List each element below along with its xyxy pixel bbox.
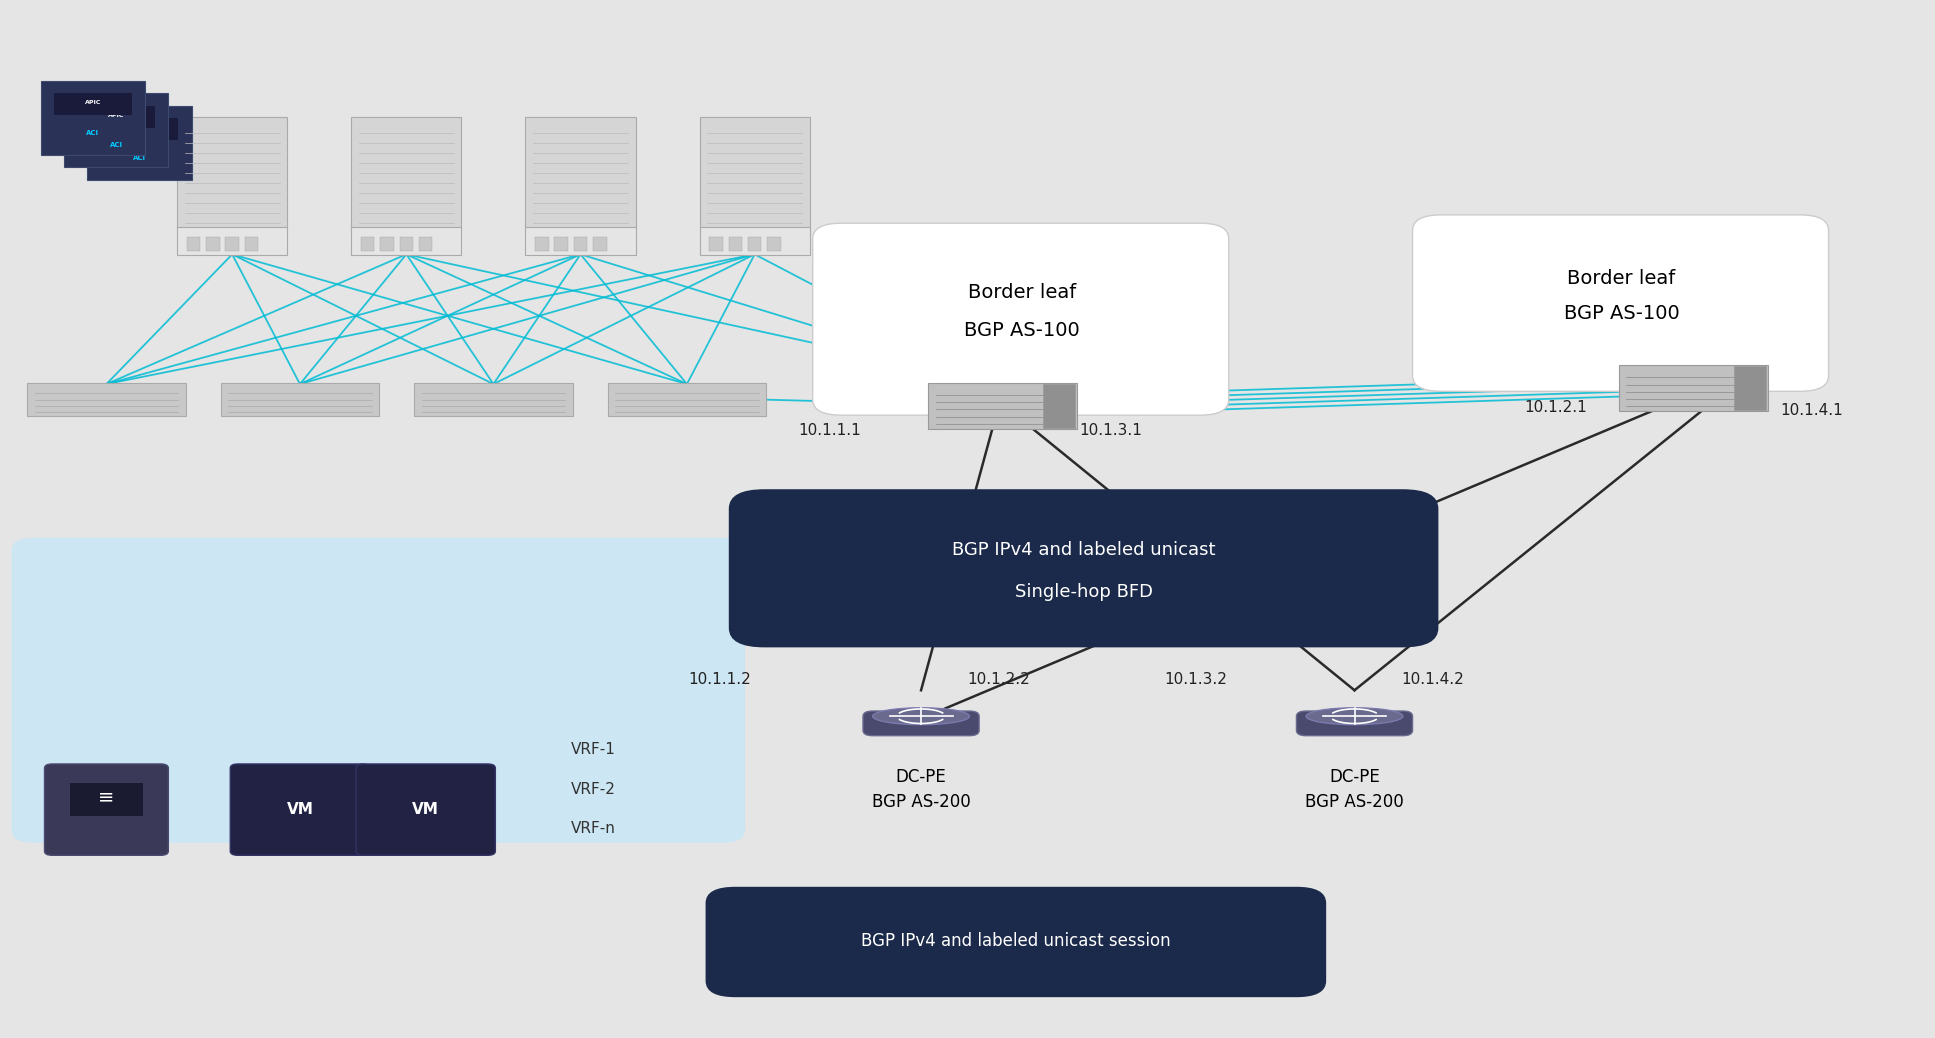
Text: 10.1.3.1: 10.1.3.1 [1080, 424, 1142, 438]
Text: ACI: ACI [134, 155, 145, 161]
Text: ≡: ≡ [99, 788, 114, 807]
FancyBboxPatch shape [420, 237, 433, 251]
FancyBboxPatch shape [352, 227, 462, 255]
FancyBboxPatch shape [244, 237, 259, 251]
FancyBboxPatch shape [178, 227, 286, 255]
FancyBboxPatch shape [813, 223, 1229, 415]
Text: BGP AS-100: BGP AS-100 [1563, 304, 1680, 323]
FancyBboxPatch shape [1296, 711, 1413, 736]
Text: DC-PE
BGP AS-200: DC-PE BGP AS-200 [1304, 768, 1405, 811]
FancyBboxPatch shape [356, 764, 495, 855]
FancyBboxPatch shape [534, 237, 550, 251]
FancyBboxPatch shape [700, 116, 809, 229]
FancyBboxPatch shape [77, 106, 155, 128]
FancyBboxPatch shape [101, 118, 178, 140]
Text: Border leaf: Border leaf [1567, 269, 1676, 288]
FancyBboxPatch shape [747, 237, 762, 251]
Text: BGP IPv4 and labeled unicast: BGP IPv4 and labeled unicast [952, 541, 1215, 559]
Ellipse shape [1306, 708, 1403, 725]
Text: 10.1.4.2: 10.1.4.2 [1401, 673, 1463, 687]
FancyBboxPatch shape [594, 237, 608, 251]
FancyBboxPatch shape [12, 538, 745, 843]
Text: APIC: APIC [132, 126, 147, 131]
FancyBboxPatch shape [401, 237, 414, 251]
FancyBboxPatch shape [205, 237, 221, 251]
FancyBboxPatch shape [221, 383, 379, 416]
FancyBboxPatch shape [706, 887, 1325, 996]
Text: BGP AS-100: BGP AS-100 [964, 321, 1080, 339]
FancyBboxPatch shape [178, 116, 286, 229]
FancyBboxPatch shape [70, 783, 143, 816]
Text: Border leaf: Border leaf [968, 283, 1076, 302]
FancyBboxPatch shape [700, 227, 809, 255]
Text: BGP IPv4 and labeled unicast session: BGP IPv4 and labeled unicast session [861, 932, 1171, 951]
FancyBboxPatch shape [710, 237, 724, 251]
FancyBboxPatch shape [186, 237, 201, 251]
Text: 10.1.3.2: 10.1.3.2 [1165, 673, 1227, 687]
Text: VRF-n: VRF-n [571, 821, 615, 836]
Text: ACI: ACI [110, 142, 122, 148]
Text: VRF-2: VRF-2 [571, 782, 615, 796]
Text: ACI: ACI [87, 130, 99, 136]
Text: VRF-1: VRF-1 [571, 742, 615, 757]
FancyBboxPatch shape [524, 116, 635, 229]
Text: VM: VM [286, 802, 313, 817]
FancyBboxPatch shape [352, 116, 462, 229]
FancyBboxPatch shape [608, 383, 766, 416]
Text: 10.1.4.1: 10.1.4.1 [1780, 404, 1842, 418]
FancyBboxPatch shape [414, 383, 573, 416]
Text: APIC: APIC [108, 113, 124, 118]
FancyBboxPatch shape [381, 237, 395, 251]
FancyBboxPatch shape [524, 227, 635, 255]
FancyBboxPatch shape [54, 93, 132, 115]
Text: VM: VM [412, 802, 439, 817]
Text: DC-PE
BGP AS-200: DC-PE BGP AS-200 [871, 768, 971, 811]
FancyBboxPatch shape [929, 383, 1076, 429]
FancyBboxPatch shape [230, 764, 370, 855]
FancyBboxPatch shape [27, 383, 186, 416]
Text: 10.1.2.1: 10.1.2.1 [1525, 401, 1587, 415]
FancyBboxPatch shape [1043, 384, 1076, 428]
FancyBboxPatch shape [863, 711, 979, 736]
FancyBboxPatch shape [553, 237, 569, 251]
Text: 10.1.2.2: 10.1.2.2 [968, 673, 1029, 687]
FancyBboxPatch shape [1413, 215, 1829, 391]
FancyBboxPatch shape [575, 237, 588, 251]
FancyBboxPatch shape [224, 237, 240, 251]
FancyBboxPatch shape [87, 106, 192, 180]
FancyBboxPatch shape [360, 237, 375, 251]
Text: 10.1.1.2: 10.1.1.2 [689, 673, 751, 687]
FancyBboxPatch shape [729, 490, 1438, 647]
FancyBboxPatch shape [728, 237, 743, 251]
FancyBboxPatch shape [1618, 365, 1769, 411]
FancyBboxPatch shape [64, 93, 168, 167]
FancyBboxPatch shape [766, 237, 780, 251]
FancyBboxPatch shape [45, 764, 168, 855]
FancyBboxPatch shape [1734, 366, 1767, 410]
Text: APIC: APIC [85, 101, 101, 106]
Text: 10.1.1.1: 10.1.1.1 [799, 424, 861, 438]
Text: Single-hop BFD: Single-hop BFD [1014, 582, 1153, 601]
Ellipse shape [873, 708, 969, 725]
FancyBboxPatch shape [41, 81, 145, 155]
